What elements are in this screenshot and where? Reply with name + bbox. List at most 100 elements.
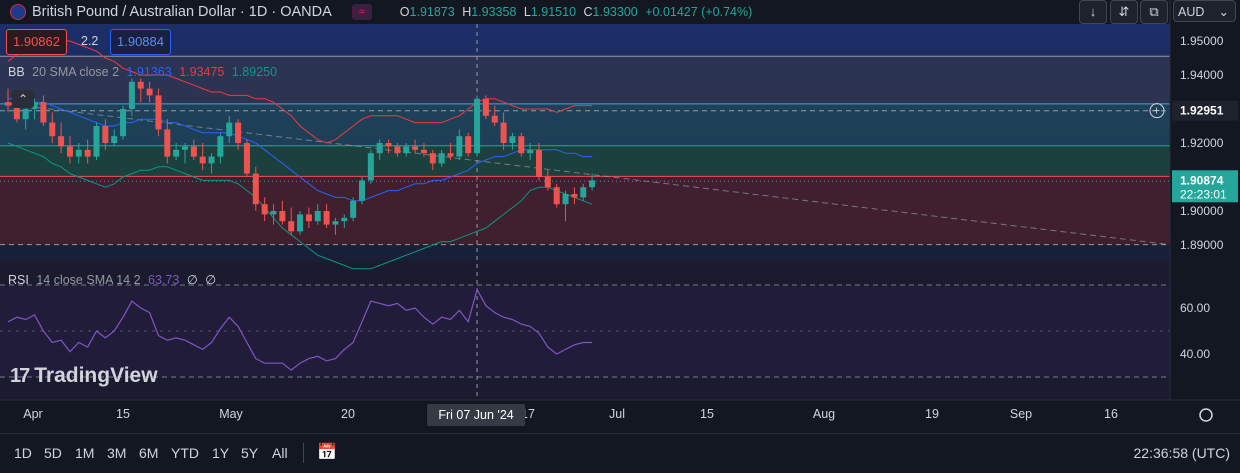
price-tick-label: 1.90000 [1180, 204, 1224, 218]
timeframe-6m[interactable]: 6M [139, 445, 159, 461]
candle-body [243, 143, 250, 174]
timeframe-1m[interactable]: 1M [75, 445, 95, 461]
time-tick-label: Jul [609, 407, 625, 421]
candle-body [359, 180, 365, 201]
arrow-down-icon[interactable]: ↓ [1079, 0, 1107, 24]
candle-body [66, 146, 73, 157]
rsi-tick-label: 40.00 [1180, 347, 1210, 361]
candle-body [580, 187, 587, 198]
candle-body [589, 180, 596, 188]
candle-body [252, 173, 259, 205]
candle-body [562, 194, 569, 205]
timeframe-5y[interactable]: 5Y [241, 445, 259, 461]
candle-body [146, 88, 153, 96]
candle-body [553, 187, 560, 205]
horizontal-levels[interactable] [0, 24, 1171, 400]
rsi-legend[interactable]: RSI 14 close SMA 14 2 63.73 ∅ ∅ [8, 273, 217, 287]
candle-body [261, 204, 268, 215]
countdown-label: 22:23:01 [1180, 187, 1227, 201]
bb-upper-line [7, 40, 593, 144]
add-alert-plus: + [1153, 104, 1160, 118]
chart-canvas[interactable]: 1.95000 1.94000 1.92000 1.90000 1.89000 1.929… [0, 0, 1240, 433]
symbol-title[interactable]: British Pound / Australian Dollar · 1D ·… [32, 4, 332, 20]
candle-body [5, 102, 11, 106]
candlestick-series[interactable] [5, 78, 596, 235]
timeframe-1d[interactable]: 1D [14, 445, 32, 461]
candle-body [164, 129, 171, 157]
change-value: +0.01427 (+0.74%) [645, 5, 753, 19]
candle-body [297, 214, 304, 232]
timeframe-3m[interactable]: 3M [107, 445, 127, 461]
bb-legend[interactable]: BB 20 SMA close 2 1.91363 1.93475 1.8925… [8, 65, 278, 79]
toolbar-divider [303, 443, 304, 463]
spread-value: 2.2 [81, 34, 99, 48]
candle-body [226, 122, 233, 137]
timeframe-1y[interactable]: 1Y [212, 445, 230, 461]
candle-body [199, 156, 206, 164]
utc-clock[interactable]: 22:36:58 (UTC) [1133, 445, 1230, 461]
candle-body [40, 102, 47, 123]
candle-body [544, 177, 551, 188]
candle-body [235, 122, 242, 143]
buy-price[interactable]: 1.90884 [110, 29, 171, 55]
candle-body [93, 126, 100, 157]
candle-body [120, 109, 127, 137]
timeframe-5d[interactable]: 5D [44, 445, 62, 461]
highlight-price-label: 1.92951 [1180, 104, 1224, 118]
candle-body [305, 214, 312, 222]
price-axis[interactable]: 1.95000 1.94000 1.92000 1.90000 1.89000 1.929… [1149, 0, 1238, 400]
candle-body [208, 156, 215, 164]
current-price-label: 1.90874 [1180, 173, 1224, 187]
candle-body [173, 149, 180, 157]
price-tick-label: 1.92000 [1180, 136, 1224, 150]
tradingview-logo-icon: 17 [10, 364, 30, 387]
chart-header: British Pound / Australian Dollar · 1D ·… [0, 0, 756, 24]
candle-body [350, 200, 357, 218]
candle-body [13, 105, 20, 120]
chevron-down-icon: ⌄ [1218, 5, 1229, 19]
screenshot-icon[interactable]: ⧉ [1140, 0, 1168, 24]
candle-body [182, 146, 188, 150]
candle-body [465, 136, 472, 154]
candle-body [429, 153, 436, 164]
rsi-line [7, 288, 593, 371]
candle-body [367, 153, 374, 181]
candle-body [279, 211, 286, 222]
sell-price[interactable]: 1.90862 [6, 29, 67, 55]
currency-selector[interactable]: AUD ⌄ [1173, 0, 1236, 22]
candle-body [420, 149, 427, 154]
candle-body [58, 136, 65, 147]
price-tick-label: 1.89000 [1180, 238, 1224, 252]
collapse-legend-icon[interactable]: ⌃ [12, 90, 34, 108]
time-tick-label: 19 [925, 407, 939, 421]
tradingview-logo[interactable]: 17 TradingView [10, 364, 158, 387]
time-tick-label: 20 [341, 407, 355, 421]
candle-body [217, 136, 224, 157]
timeframe-ytd[interactable]: YTD [171, 445, 199, 461]
trend-line [7, 103, 1171, 246]
price-tick-label: 1.95000 [1180, 34, 1224, 48]
candle-body [128, 81, 135, 109]
calendar-icon[interactable]: 📅 [317, 444, 337, 461]
time-tick-label: May [219, 407, 243, 421]
bottom-toolbar: 1D 5D 1M 3M 6M YTD 1Y 5Y All 📅 22:36:58 … [0, 433, 1240, 473]
candle-body [412, 146, 419, 150]
current-price-box [1172, 170, 1238, 203]
timeframe-all[interactable]: All [272, 445, 288, 461]
collapse-icon[interactable]: ⇵ [1110, 0, 1138, 24]
time-tick-label: Sep [1010, 407, 1032, 421]
time-tick-label: Aug [813, 407, 835, 421]
ohlc-values: O1.91873 H1.93358 L1.91510 C1.93300 +0.0… [399, 5, 753, 19]
wave-icon[interactable]: ≈ [351, 4, 372, 20]
time-axis-background [0, 400, 1240, 433]
candle-body [474, 98, 481, 154]
candle-body [22, 109, 29, 120]
time-tick-label: 16 [1104, 407, 1118, 421]
candle-body [491, 115, 498, 123]
candle-body [518, 136, 525, 154]
candle-body [31, 102, 38, 109]
rsi-tick-label: 60.00 [1180, 301, 1210, 315]
candle-body [456, 136, 463, 157]
candle-body [509, 136, 516, 143]
